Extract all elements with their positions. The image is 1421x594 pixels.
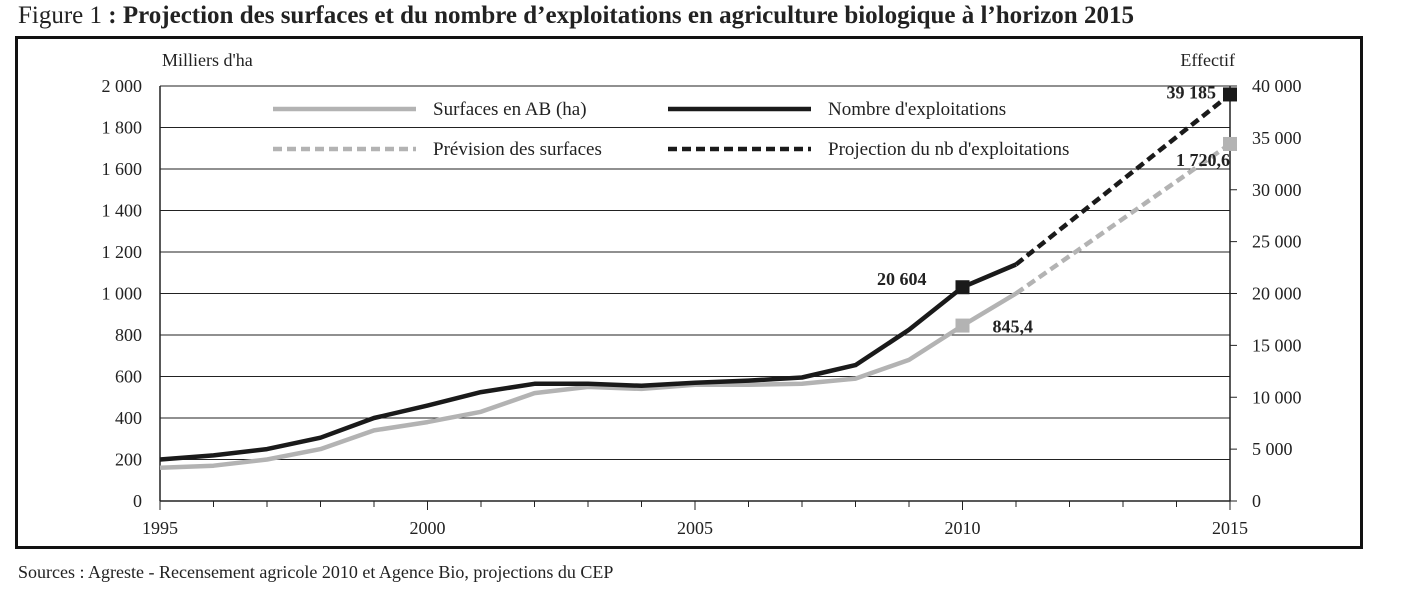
right-tick-label: 35 000 xyxy=(1252,128,1302,148)
series-line xyxy=(1014,92,1232,267)
sources-note: Sources : Agreste - Recensement agricole… xyxy=(18,562,614,582)
data-marker xyxy=(1223,136,1237,151)
x-tick-label: 2005 xyxy=(677,518,713,538)
right-axis-label: Effectif xyxy=(1180,50,1235,70)
right-tick-label: 40 000 xyxy=(1252,76,1302,96)
series-line xyxy=(159,291,1018,471)
data-label: 20 604 xyxy=(877,269,927,289)
left-tick-label: 0 xyxy=(133,491,142,511)
figure-title-text: : Projection des surfaces et du nombre d… xyxy=(102,2,1134,29)
left-axis-label: Milliers d'ha xyxy=(162,50,253,70)
right-tick-label: 15 000 xyxy=(1252,335,1302,355)
x-tick-label: 2000 xyxy=(410,518,446,538)
left-tick-label: 2 000 xyxy=(102,76,143,96)
data-label: 39 185 xyxy=(1167,82,1217,102)
left-tick-label: 800 xyxy=(115,325,142,345)
figure-label: Figure 1 xyxy=(18,2,103,29)
legend-label: Prévision des surfaces xyxy=(433,139,602,160)
data-marker xyxy=(955,318,970,333)
chart: 1995 2000 2005 2010 2015 Milliers d'ha 0 200 4… xyxy=(102,50,1302,538)
right-tick-label: 0 xyxy=(1252,491,1261,511)
legend-label: Projection du nb d'exploitations xyxy=(828,139,1069,160)
x-tick-label: 2010 xyxy=(945,518,981,538)
x-tick-label: 1995 xyxy=(142,518,178,538)
right-tick-label: 30 000 xyxy=(1252,180,1302,200)
left-tick-label: 1 400 xyxy=(102,201,143,221)
left-tick-label: 400 xyxy=(115,408,142,428)
legend-label: Surfaces en AB (ha) xyxy=(433,99,587,120)
x-axis: 1995 2000 2005 2010 2015 xyxy=(142,500,1248,538)
series-line xyxy=(1014,142,1232,296)
left-tick-label: 1 800 xyxy=(102,118,143,138)
left-tick-label: 1 600 xyxy=(102,159,143,179)
data-marker xyxy=(955,280,970,295)
series-lines xyxy=(159,92,1232,471)
x-tick-label: 2015 xyxy=(1212,518,1248,538)
right-tick-label: 25 000 xyxy=(1252,232,1302,252)
data-markers: 20 604 39 185 845,4 1 720,6 xyxy=(877,82,1237,337)
left-y-axis: Milliers d'ha 0 200 400 600 800 1 000 1 200 1 4… xyxy=(102,50,253,511)
data-label: 1 720,6 xyxy=(1176,150,1230,170)
legend: Surfaces en AB (ha) Nombre d'exploitation… xyxy=(273,99,1069,160)
data-marker xyxy=(1223,87,1237,102)
chart-frame: 1995 2000 2005 2010 2015 Milliers d'ha 0 200 4… xyxy=(15,36,1363,549)
right-tick-label: 10 000 xyxy=(1252,387,1302,407)
figure-title: Figure 1 : Projection des surfaces et du… xyxy=(18,2,1134,30)
left-tick-label: 1 000 xyxy=(102,284,143,304)
data-label: 845,4 xyxy=(993,317,1034,337)
right-tick-label: 5 000 xyxy=(1252,439,1293,459)
left-tick-label: 1 200 xyxy=(102,242,143,262)
right-y-axis: Effectif 0 5 000 10 000 15 000 20 000 25 000 3… xyxy=(1180,50,1301,511)
series-line xyxy=(159,262,1017,462)
left-tick-label: 200 xyxy=(115,450,142,470)
right-tick-label: 20 000 xyxy=(1252,284,1302,304)
legend-label: Nombre d'exploitations xyxy=(828,99,1006,120)
left-tick-label: 600 xyxy=(115,367,142,387)
